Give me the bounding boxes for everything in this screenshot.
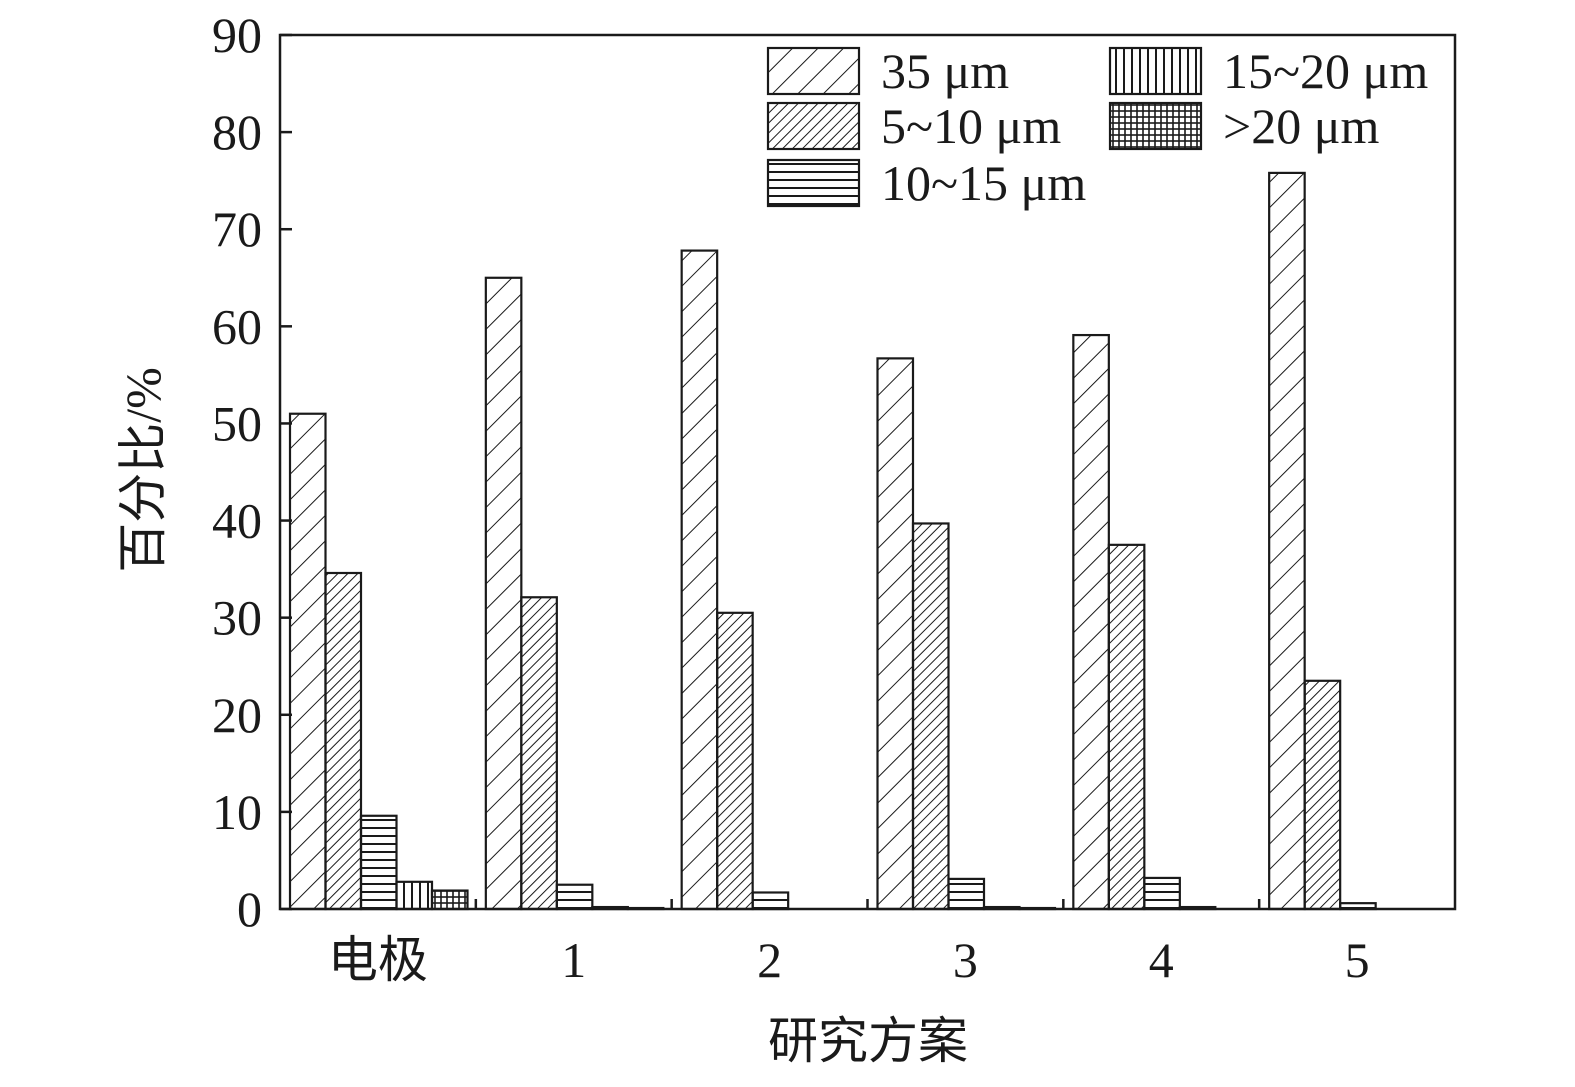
y-tick-label: 40 xyxy=(212,493,262,549)
bar xyxy=(876,357,915,911)
bar xyxy=(626,906,665,911)
bar xyxy=(359,814,398,911)
legend-label: 15~20 μm xyxy=(1223,43,1428,99)
bar xyxy=(395,880,434,911)
bar xyxy=(555,883,594,911)
legend-swatch xyxy=(766,158,861,208)
y-tick-label: 30 xyxy=(212,590,262,646)
y-axis: 0 10 20 30 40 50 60 70 80 90 xyxy=(212,7,292,937)
y-axis-label: 百分比/% xyxy=(115,367,171,573)
bars-group xyxy=(288,171,1377,911)
legend-label: >20 μm xyxy=(1223,98,1380,154)
bar xyxy=(982,905,1021,911)
x-tick-label: 3 xyxy=(953,932,978,988)
y-tick-label: 20 xyxy=(212,687,262,743)
bar xyxy=(484,276,523,911)
bar xyxy=(288,412,327,911)
bar xyxy=(911,522,950,911)
bar xyxy=(947,877,986,911)
y-tick-label: 70 xyxy=(212,201,262,257)
bar xyxy=(716,611,754,911)
bar xyxy=(1072,333,1110,911)
legend-swatch xyxy=(766,101,861,151)
legend-swatch xyxy=(766,46,861,96)
y-tick-label: 60 xyxy=(212,298,262,354)
y-tick-label: 10 xyxy=(212,784,262,840)
bar xyxy=(324,571,363,911)
x-tick-label: 电极 xyxy=(328,932,428,988)
bar xyxy=(1107,543,1146,911)
x-axis-label: 研究方案 xyxy=(768,1013,968,1069)
x-axis: 电极 1 2 3 4 5 xyxy=(328,899,1370,988)
legend-label: 35 μm xyxy=(881,43,1009,99)
bar xyxy=(1339,902,1377,911)
y-tick-label: 90 xyxy=(212,7,262,63)
bar xyxy=(1268,171,1306,911)
legend-label: 5~10 μm xyxy=(881,98,1061,154)
x-tick-label: 5 xyxy=(1345,932,1370,988)
bar xyxy=(430,889,469,911)
legend-swatch xyxy=(1108,101,1203,151)
x-tick-label: 1 xyxy=(561,932,586,988)
bar xyxy=(1303,679,1342,911)
bar xyxy=(680,249,719,911)
y-tick-label: 50 xyxy=(212,395,262,451)
y-tick-label: 80 xyxy=(212,104,262,160)
bar xyxy=(1178,905,1217,911)
bar xyxy=(1018,906,1057,911)
legend-swatch xyxy=(1108,46,1203,96)
legend-label: 10~15 μm xyxy=(881,155,1086,211)
bar xyxy=(751,891,790,911)
y-tick-label: 0 xyxy=(237,881,262,937)
bar xyxy=(591,905,629,911)
bar xyxy=(1143,876,1181,911)
bar xyxy=(520,596,558,911)
x-tick-label: 4 xyxy=(1149,932,1174,988)
x-tick-label: 2 xyxy=(757,932,782,988)
